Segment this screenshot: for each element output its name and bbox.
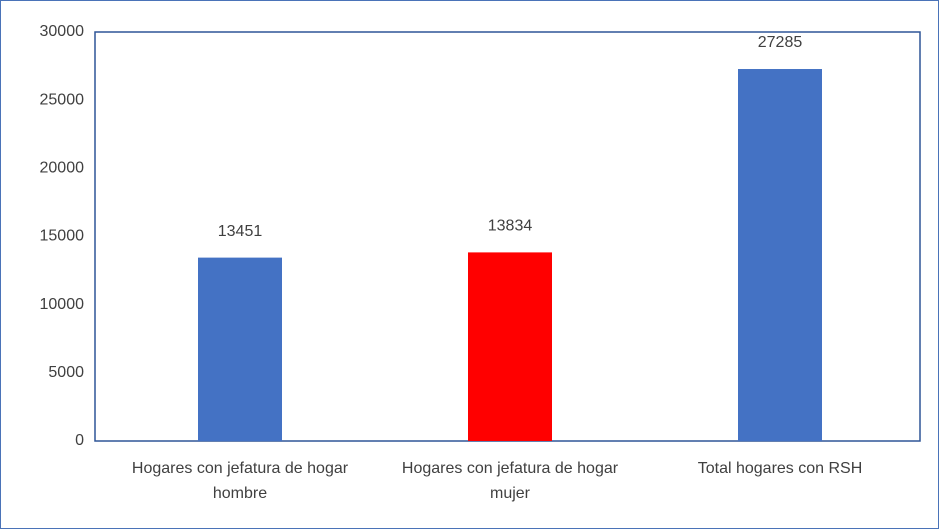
x-tick-label: Hogares con jefatura de hogar hombre <box>125 456 355 506</box>
bar <box>198 258 282 441</box>
bar <box>738 69 822 441</box>
y-tick-label: 15000 <box>40 228 85 245</box>
x-tick-label-box: Total hogares con RSH <box>650 456 910 516</box>
y-tick-label: 30000 <box>40 23 85 40</box>
y-tick-label: 25000 <box>40 91 85 108</box>
x-tick-label: Hogares con jefatura de hogar mujer <box>395 456 625 506</box>
x-tick-label-box: Hogares con jefatura de hogar hombre <box>110 456 370 516</box>
chart: 0 5000 10000 15000 20000 25000 30000 Hogares co… <box>0 0 939 529</box>
data-label: 13451 <box>218 223 263 240</box>
data-label: 13834 <box>488 218 533 235</box>
x-tick-label-box: Hogares con jefatura de hogar mujer <box>380 456 640 516</box>
bar <box>468 252 552 441</box>
y-tick-label: 5000 <box>48 364 84 381</box>
x-tick-label: Total hogares con RSH <box>665 456 895 481</box>
data-label: 27285 <box>758 34 803 51</box>
y-tick-label: 0 <box>75 432 84 449</box>
y-tick-label: 10000 <box>40 296 85 313</box>
y-tick-label: 20000 <box>40 160 85 177</box>
